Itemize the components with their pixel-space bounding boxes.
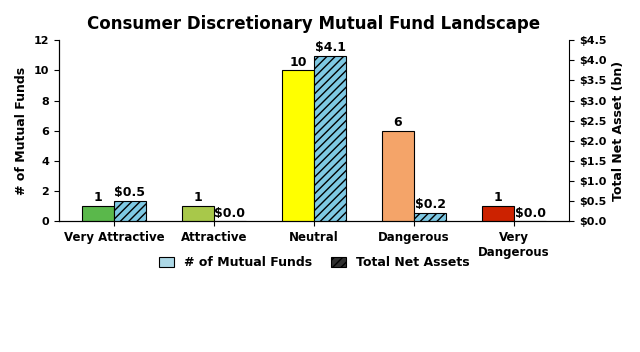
Bar xyxy=(114,201,146,221)
Text: 1: 1 xyxy=(93,191,102,205)
Legend: # of Mutual Funds, Total Net Assets: # of Mutual Funds, Total Net Assets xyxy=(155,252,473,273)
Text: 1: 1 xyxy=(493,191,502,205)
Text: $0.2: $0.2 xyxy=(415,199,445,212)
Bar xyxy=(414,213,446,221)
Text: 10: 10 xyxy=(289,56,307,69)
Bar xyxy=(282,70,314,221)
Text: $4.1: $4.1 xyxy=(314,42,346,55)
Bar xyxy=(314,56,346,221)
Y-axis label: Total Net Asset (bn): Total Net Asset (bn) xyxy=(612,61,625,201)
Bar xyxy=(382,131,414,221)
Bar xyxy=(482,206,514,221)
Bar xyxy=(82,206,114,221)
Text: 1: 1 xyxy=(194,191,202,205)
Text: $0.0: $0.0 xyxy=(214,207,246,220)
Title: Consumer Discretionary Mutual Fund Landscape: Consumer Discretionary Mutual Fund Lands… xyxy=(88,15,541,33)
Bar xyxy=(182,206,214,221)
Y-axis label: # of Mutual Funds: # of Mutual Funds xyxy=(15,67,28,195)
Text: 6: 6 xyxy=(394,116,403,129)
Text: $0.0: $0.0 xyxy=(515,207,545,220)
Text: $0.5: $0.5 xyxy=(115,186,145,199)
